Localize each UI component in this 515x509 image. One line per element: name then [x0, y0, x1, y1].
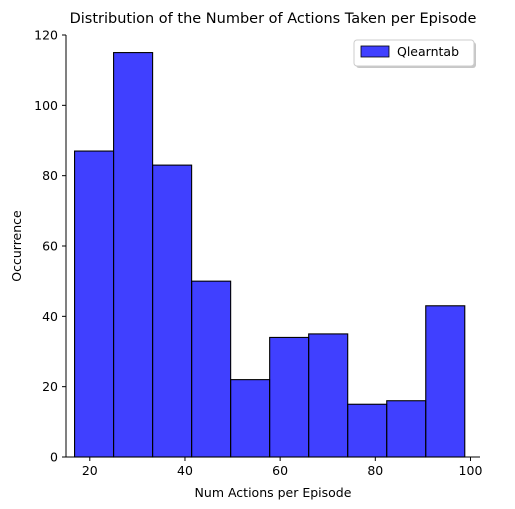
- legend-label: Qlearntab: [397, 44, 459, 59]
- histogram-bar-6: [308, 333, 349, 458]
- histogram-bar-7: [347, 403, 388, 458]
- x-tick-label: 80: [367, 463, 383, 478]
- histogram-bar-5: [269, 336, 310, 458]
- y-tick-label: 20: [42, 379, 58, 394]
- y-tick-label: 120: [34, 28, 58, 43]
- y-axis-title: Occurrence: [9, 210, 24, 282]
- histogram-bar-0: [74, 150, 115, 458]
- histogram-bar-9: [425, 305, 466, 458]
- x-tick-label: 60: [272, 463, 288, 478]
- legend-swatch: [360, 45, 390, 58]
- x-axis-title: Num Actions per Episode: [195, 485, 352, 500]
- y-tick-label: 40: [42, 309, 58, 324]
- histogram-bar-4: [230, 379, 271, 458]
- x-ticks-group: 20 40 60 80 100: [82, 457, 483, 478]
- y-ticks-group: 0 20 40 60 80 100 120: [34, 28, 66, 465]
- x-tick-label: 20: [82, 463, 98, 478]
- y-tick-label: 100: [34, 98, 58, 113]
- histogram-bar-8: [386, 400, 427, 458]
- x-tick-label: 100: [459, 463, 483, 478]
- y-tick-label: 60: [42, 239, 58, 254]
- y-tick-label: 0: [50, 450, 58, 465]
- legend: Qlearntab: [353, 39, 476, 68]
- bars-group: [74, 52, 466, 458]
- histogram-bar-3: [191, 280, 232, 458]
- histogram-bar-1: [113, 52, 154, 458]
- chart-title: Distribution of the Number of Actions Ta…: [70, 11, 477, 27]
- x-tick-label: 40: [177, 463, 193, 478]
- histogram-bar-2: [152, 164, 193, 458]
- y-tick-label: 80: [42, 168, 58, 183]
